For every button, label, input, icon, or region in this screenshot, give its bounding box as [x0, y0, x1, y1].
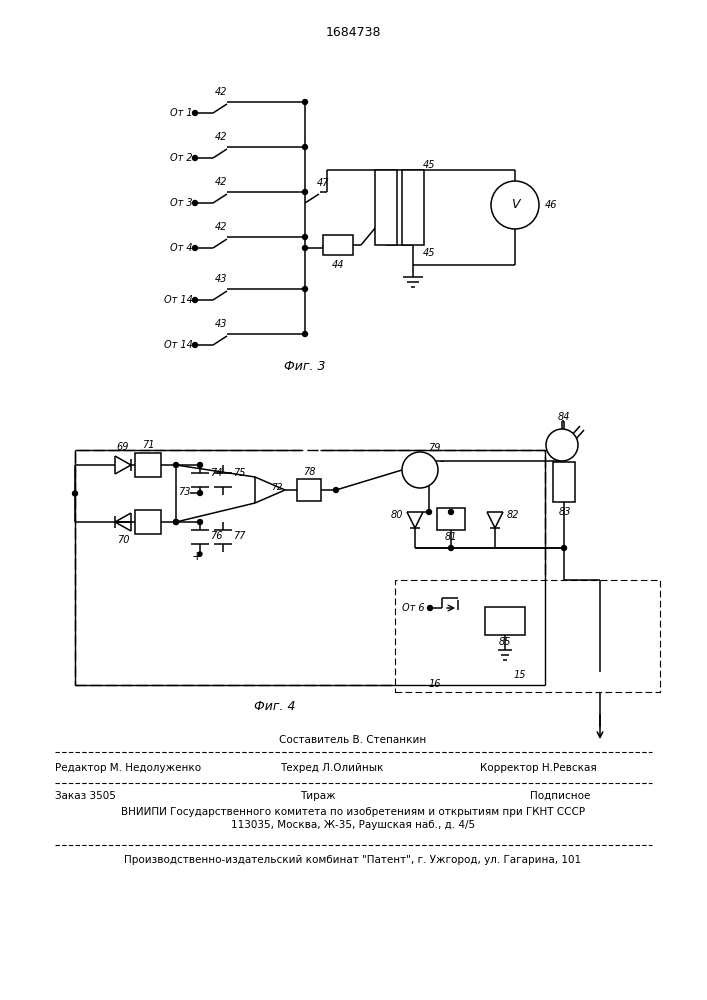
Text: Фиг. 4: Фиг. 4	[255, 700, 296, 714]
Text: 113035, Москва, Ж-35, Раушская наб., д. 4/5: 113035, Москва, Ж-35, Раушская наб., д. …	[231, 820, 475, 830]
Text: V: V	[510, 198, 519, 212]
Bar	[437, 508, 465, 530]
Text: Составитель В. Степанкин: Составитель В. Степанкин	[279, 735, 426, 745]
Circle shape	[303, 234, 308, 239]
Circle shape	[448, 546, 453, 550]
Text: 1684738: 1684738	[325, 25, 381, 38]
Text: +: +	[192, 550, 202, 564]
Bar	[553, 462, 575, 502]
Text: 70: 70	[117, 535, 129, 545]
Text: 77: 77	[233, 531, 245, 541]
Text: 74: 74	[210, 468, 222, 478]
Circle shape	[197, 462, 202, 468]
Circle shape	[303, 332, 308, 336]
Text: 45: 45	[423, 248, 436, 258]
Text: Тираж: Тираж	[300, 791, 336, 801]
Text: 81: 81	[445, 532, 457, 542]
Text: От 4: От 4	[170, 243, 193, 253]
Text: 76: 76	[210, 531, 222, 541]
Text: 73: 73	[177, 487, 190, 497]
Text: 79: 79	[428, 443, 440, 453]
Text: От 6: От 6	[402, 603, 425, 613]
Bar	[135, 510, 161, 534]
Circle shape	[428, 605, 433, 610]
Text: От 1: От 1	[170, 108, 193, 118]
Circle shape	[303, 100, 308, 104]
Text: 46: 46	[545, 200, 557, 210]
Text: 75: 75	[233, 468, 245, 478]
Text: Техред Л.Олийнык: Техред Л.Олийнык	[280, 763, 383, 773]
Text: 44: 44	[332, 260, 344, 270]
Text: 47: 47	[317, 178, 329, 188]
Text: 45: 45	[423, 160, 436, 170]
Text: Производственно-издательский комбинат "Патент", г. Ужгород, ул. Гагарина, 101: Производственно-издательский комбинат "П…	[124, 855, 582, 865]
Text: 84: 84	[558, 412, 571, 422]
Circle shape	[426, 510, 431, 514]
Circle shape	[173, 520, 178, 524]
Circle shape	[402, 452, 438, 488]
Text: 80: 80	[391, 510, 403, 520]
Circle shape	[197, 520, 202, 524]
Bar	[375, 170, 397, 245]
Circle shape	[192, 110, 197, 115]
Text: 16: 16	[428, 679, 441, 689]
Text: От 14: От 14	[164, 295, 193, 305]
Text: От 14: От 14	[164, 340, 193, 350]
Bar	[135, 453, 161, 477]
Bar	[395, 580, 660, 692]
Circle shape	[303, 190, 308, 194]
Circle shape	[561, 546, 566, 550]
Text: 78: 78	[303, 467, 315, 477]
Bar	[297, 479, 321, 501]
Circle shape	[173, 520, 178, 524]
Text: 85: 85	[498, 637, 511, 647]
Text: Корректор Н.Ревская: Корректор Н.Ревская	[480, 763, 597, 773]
Circle shape	[303, 245, 308, 250]
Text: 43: 43	[215, 319, 227, 329]
Circle shape	[192, 155, 197, 160]
Text: 71: 71	[141, 440, 154, 450]
Text: -: -	[440, 456, 444, 468]
Circle shape	[303, 286, 308, 292]
Bar	[75, 450, 545, 685]
Circle shape	[73, 491, 78, 496]
Bar	[402, 170, 424, 245]
Text: 42: 42	[215, 132, 227, 142]
Text: От 2: От 2	[170, 153, 193, 163]
Circle shape	[303, 144, 308, 149]
Text: Подписное: Подписное	[530, 791, 590, 801]
Text: 82: 82	[507, 510, 519, 520]
Text: От 3: От 3	[170, 198, 193, 208]
Circle shape	[197, 490, 202, 495]
Text: 42: 42	[215, 222, 227, 232]
Text: 83: 83	[559, 507, 571, 517]
Text: Заказ 3505: Заказ 3505	[55, 791, 116, 801]
Text: 43: 43	[215, 274, 227, 284]
Bar	[485, 607, 525, 635]
Circle shape	[192, 298, 197, 302]
Circle shape	[192, 342, 197, 348]
Circle shape	[192, 200, 197, 206]
Circle shape	[198, 552, 202, 556]
Circle shape	[173, 462, 178, 468]
Text: 69: 69	[117, 442, 129, 452]
Text: 42: 42	[215, 177, 227, 187]
Text: 15: 15	[514, 670, 526, 680]
Circle shape	[334, 488, 339, 492]
Text: Фиг. 3: Фиг. 3	[284, 360, 326, 373]
Text: ВНИИПИ Государственного комитета по изобретениям и открытиям при ГКНТ СССР: ВНИИПИ Государственного комитета по изоб…	[121, 807, 585, 817]
Circle shape	[448, 510, 453, 514]
Text: Редактор М. Недолуженко: Редактор М. Недолуженко	[55, 763, 201, 773]
Text: 72: 72	[271, 483, 283, 491]
Text: 42: 42	[215, 87, 227, 97]
Bar	[323, 235, 353, 255]
Circle shape	[192, 245, 197, 250]
Circle shape	[491, 181, 539, 229]
Circle shape	[546, 429, 578, 461]
